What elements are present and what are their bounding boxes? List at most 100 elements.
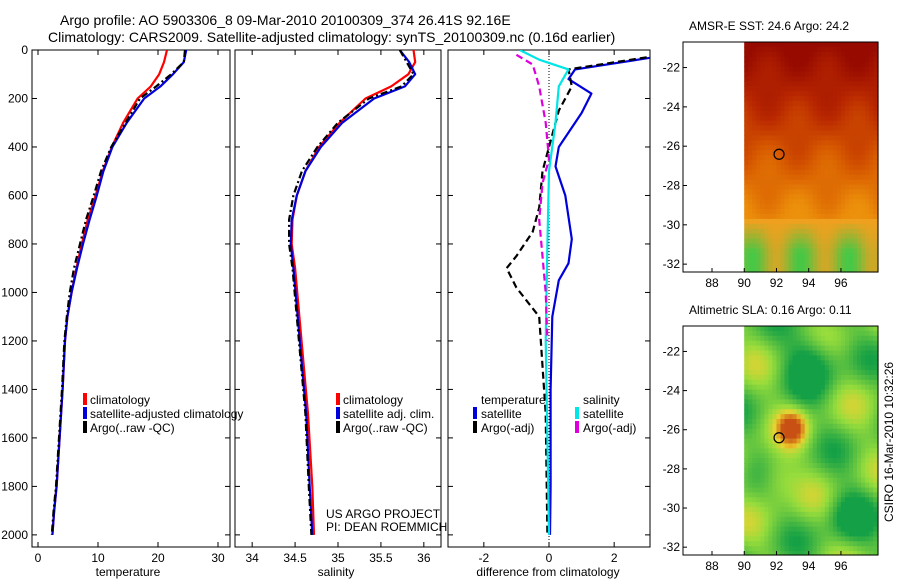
field-cell (816, 46, 822, 53)
field-cell (824, 458, 830, 464)
field-cell (784, 458, 790, 464)
field-cell (752, 189, 757, 195)
field-cell (840, 463, 846, 469)
field-cell (824, 521, 830, 528)
field-cell (840, 477, 846, 484)
field-cell (812, 335, 818, 342)
field-cell (845, 145, 850, 151)
field-cell (840, 238, 846, 245)
field-cell (836, 105, 842, 112)
field-cell (784, 394, 790, 400)
field-cell (869, 433, 874, 440)
field-cell (857, 253, 862, 259)
field-cell (768, 71, 773, 77)
field-cell (820, 414, 826, 420)
temperature-legend: climatology satellite-adjusted climatolo… (83, 393, 243, 435)
field-cell (812, 223, 818, 230)
field-cell (748, 42, 753, 48)
field-cell (804, 120, 810, 127)
field-cell (816, 330, 822, 337)
field-cell (780, 526, 786, 533)
field-cell (752, 135, 757, 141)
field-cell (836, 81, 842, 87)
field-cell (849, 71, 854, 77)
field-cell (772, 487, 777, 493)
field-cell (857, 46, 862, 53)
field-cell (816, 101, 822, 107)
field-cell (828, 330, 834, 337)
field-cell (784, 96, 790, 102)
field-cell (768, 115, 773, 122)
field-cell (869, 497, 874, 503)
field-cell (756, 209, 761, 215)
field-cell (768, 204, 773, 210)
field-cell (764, 56, 769, 63)
field-cell (772, 482, 777, 489)
field-cell (756, 135, 761, 141)
field-cell (748, 179, 753, 186)
field-cell (840, 164, 846, 171)
field-cell (784, 511, 790, 518)
field-cell (873, 477, 878, 484)
field-cell (804, 438, 810, 444)
field-cell (808, 86, 814, 92)
field-cell (845, 115, 850, 122)
field-cell (820, 125, 826, 131)
field-cell (780, 248, 786, 254)
field-cell (853, 169, 858, 176)
field-cell (764, 507, 769, 513)
field-cell (792, 253, 798, 259)
field-cell (865, 145, 870, 151)
field-cell (873, 365, 878, 371)
field-cell (845, 46, 850, 53)
field-cell (828, 472, 834, 479)
y-tick-label: 1000 (1, 285, 28, 299)
field-cell (792, 263, 798, 269)
field-cell (804, 71, 810, 77)
field-cell (840, 189, 846, 195)
field-cell (873, 370, 878, 376)
field-cell (812, 81, 818, 87)
field-cell (792, 223, 798, 230)
field-cell (764, 258, 769, 264)
field-cell (768, 184, 773, 190)
field-cell (744, 66, 749, 73)
field-cell (812, 228, 818, 235)
field-cell (788, 326, 794, 332)
field-cell (828, 155, 834, 161)
field-cell (849, 258, 854, 264)
field-cell (849, 253, 854, 259)
field-cell (820, 76, 826, 82)
field-cell (796, 61, 802, 68)
field-cell (784, 209, 790, 215)
field-cell (796, 145, 802, 151)
field-cell (861, 541, 866, 547)
field-cell (796, 209, 802, 215)
field-cell (756, 125, 761, 131)
field-cell (849, 438, 854, 444)
field-cell (756, 497, 761, 503)
field-cell (824, 467, 830, 474)
field-cell (853, 150, 858, 156)
field-cell (845, 487, 850, 493)
field-cell (772, 263, 777, 269)
field-cell (869, 51, 874, 58)
field-cell (800, 541, 806, 547)
field-cell (764, 467, 769, 474)
field-cell (816, 345, 822, 352)
field-cell (816, 199, 822, 205)
field-cell (768, 76, 773, 82)
field-cell (768, 164, 773, 171)
field-cell (812, 531, 818, 537)
field-cell (744, 233, 749, 240)
field-cell (873, 472, 878, 479)
field-cell (816, 105, 822, 112)
field-cell (768, 516, 773, 523)
field-cell (804, 135, 810, 141)
field-cell (845, 140, 850, 146)
field-cell (792, 268, 798, 273)
field-cell (752, 472, 757, 479)
field-cell (836, 115, 842, 122)
field-cell (861, 536, 866, 542)
field-cell (784, 243, 790, 249)
